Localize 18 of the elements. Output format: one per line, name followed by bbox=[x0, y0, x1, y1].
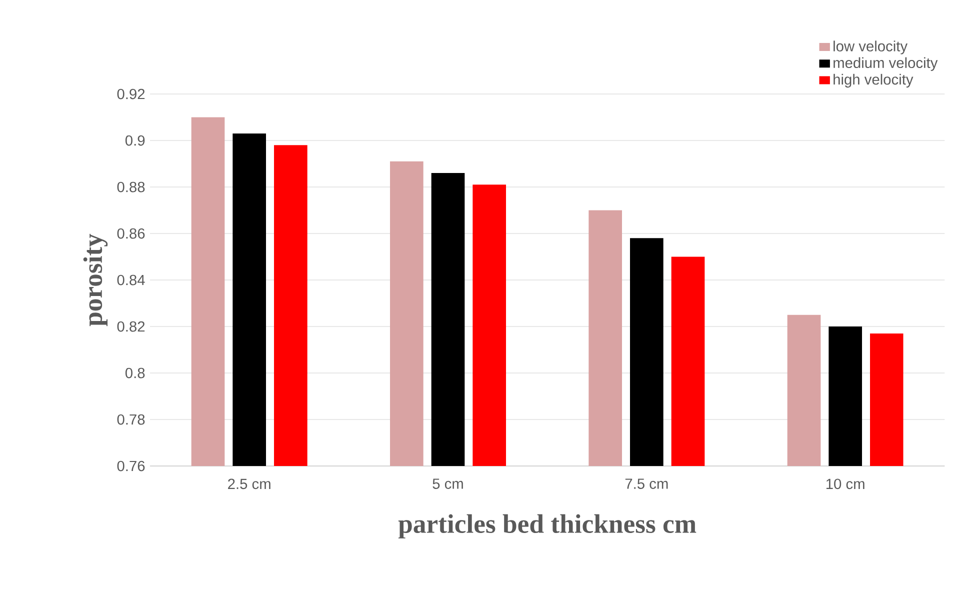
legend-label: medium velocity bbox=[834, 57, 938, 71]
legend-label: high velocity bbox=[834, 74, 914, 88]
x-tick-label: 5 cm bbox=[432, 478, 463, 489]
y-tick-label: 0.88 bbox=[117, 182, 145, 192]
x-tick-label: 10 cm bbox=[826, 478, 864, 490]
x-tick-label: 2.5 cm bbox=[228, 478, 270, 490]
y-tick-label: 0.86 bbox=[117, 228, 145, 239]
y-tick-label: 0.78 bbox=[117, 414, 145, 425]
y-axis-title: porosity bbox=[83, 234, 108, 326]
y-tick-label: 0.9 bbox=[125, 135, 145, 146]
y-tick-label: 0.82 bbox=[117, 321, 145, 332]
y-tick-label: 0.92 bbox=[117, 88, 145, 100]
y-tick-label: 0.84 bbox=[117, 274, 145, 286]
y-tick-label: 0.8 bbox=[125, 368, 145, 378]
x-tick-label: 7.5 cm bbox=[625, 478, 668, 489]
y-tick-label: 0.76 bbox=[117, 460, 145, 472]
legend-label: low velocity bbox=[834, 40, 908, 54]
x-axis-title: particles bed thickness cm bbox=[398, 514, 696, 538]
